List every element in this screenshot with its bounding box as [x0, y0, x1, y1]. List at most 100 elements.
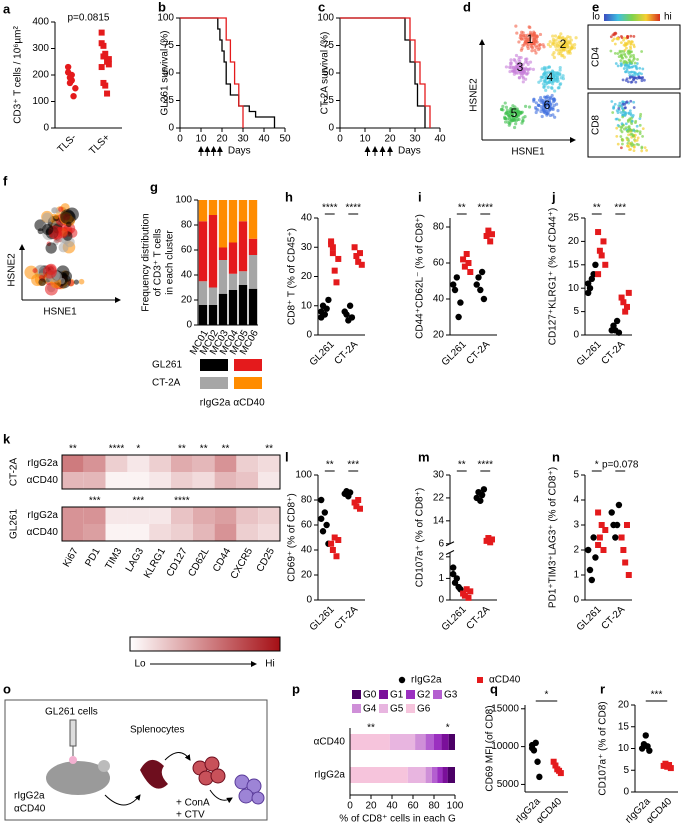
data-point	[319, 528, 327, 535]
legend-swatch	[352, 690, 361, 699]
cell-dot	[517, 40, 521, 44]
bar-segment	[208, 200, 218, 215]
cell-dot	[521, 119, 525, 123]
cell-dot	[634, 121, 637, 124]
data-point	[318, 496, 325, 504]
y-tick-label: 0	[306, 330, 312, 341]
bar-segment	[238, 200, 248, 222]
diagram-text: rIgG2a	[14, 791, 45, 802]
data-point	[457, 299, 464, 306]
cell-dot	[526, 33, 530, 37]
y-tick-label: 20	[301, 271, 313, 282]
cell-dot	[519, 71, 523, 75]
x-axis-label: Days	[228, 146, 251, 157]
cell-dot	[522, 33, 526, 38]
data-point	[488, 231, 495, 238]
heat-cell	[149, 507, 171, 524]
column-label: CD44	[211, 546, 234, 574]
data-point	[355, 497, 362, 503]
cell-dot	[624, 126, 628, 130]
cell-dot	[534, 101, 538, 105]
cell-dot	[630, 132, 634, 136]
data-point	[323, 305, 330, 312]
bar-segment	[350, 734, 390, 750]
significance-label: p=0.078	[602, 460, 639, 471]
y-tick-label: 10000	[491, 741, 519, 752]
cell-dot	[516, 68, 520, 73]
panel-letter: l	[285, 449, 289, 464]
cell-dot	[630, 119, 634, 123]
legend-swatch	[398, 676, 406, 684]
y-tick-label: 1	[573, 570, 579, 581]
data-point	[602, 527, 609, 533]
bar-segment	[218, 260, 228, 294]
y-tick-label: 80	[181, 220, 193, 231]
cell-dot	[509, 58, 513, 62]
cell-dot	[552, 50, 556, 55]
data-point	[355, 258, 362, 265]
data-point	[623, 303, 630, 310]
cell-dot	[540, 98, 544, 102]
bar-segment	[425, 734, 434, 750]
cell-dot	[515, 107, 519, 111]
cell-dot	[641, 134, 644, 138]
cell-dot	[501, 104, 505, 108]
y-tick-label: 0	[573, 330, 579, 341]
y-axis-label: CD44⁺CD62L⁻ (% of CD8⁺)	[415, 214, 426, 339]
cell-dot	[621, 113, 625, 116]
cluster	[532, 93, 560, 119]
y-tick-label: 0	[328, 123, 334, 134]
cell-dot	[616, 52, 620, 55]
diagram-frame	[4, 699, 268, 821]
significance-label: ***	[89, 496, 101, 507]
column-label: Ki67	[61, 546, 81, 569]
cell-dot	[518, 59, 522, 63]
bubble	[42, 223, 54, 236]
data-point	[477, 286, 484, 294]
legend-swatch	[379, 704, 388, 713]
data-point	[463, 251, 470, 257]
cell-dot	[552, 55, 556, 60]
data-point	[353, 503, 360, 510]
x-tick-label: 30	[237, 134, 249, 145]
data-point	[463, 586, 470, 593]
data-point	[623, 522, 630, 528]
cell-dot	[620, 106, 624, 110]
bar-segment	[441, 734, 449, 750]
cluster	[514, 24, 546, 55]
cell-dot	[523, 104, 528, 109]
y-tick-label: 0	[438, 595, 444, 606]
significance-label: **	[593, 203, 601, 214]
heat-cell	[258, 455, 280, 472]
panel-letter: p	[292, 681, 300, 696]
cell-dot	[542, 45, 546, 49]
data-point	[534, 758, 541, 765]
y-tick-label: 6	[438, 538, 444, 549]
splenocytes	[192, 756, 226, 786]
data-point	[467, 269, 474, 275]
cell-dot	[629, 80, 633, 84]
bar-segment	[434, 734, 442, 750]
panel-letter: k	[3, 431, 11, 446]
bar-segment	[228, 242, 238, 274]
arrow	[164, 752, 191, 761]
data-point	[323, 521, 330, 529]
cell-dot	[550, 86, 554, 90]
cell-dot	[548, 77, 552, 81]
cell-dot	[613, 102, 617, 106]
colorbar-label: lo	[592, 12, 600, 23]
data-point	[351, 499, 358, 506]
heat-cell	[105, 455, 128, 472]
x-tick-label: 40	[258, 134, 270, 145]
cell-dot	[629, 45, 632, 49]
cell-dot	[630, 61, 634, 65]
cell-dot	[515, 110, 520, 114]
heat-cell	[105, 472, 128, 489]
legend-label: G6	[417, 704, 431, 715]
y-tick-label: 1	[438, 573, 444, 584]
data-point	[480, 486, 488, 493]
cell-dot	[619, 59, 623, 63]
survival-line	[180, 17, 244, 128]
bar-segment	[425, 767, 432, 783]
colorbar-label: Hi	[265, 659, 274, 670]
